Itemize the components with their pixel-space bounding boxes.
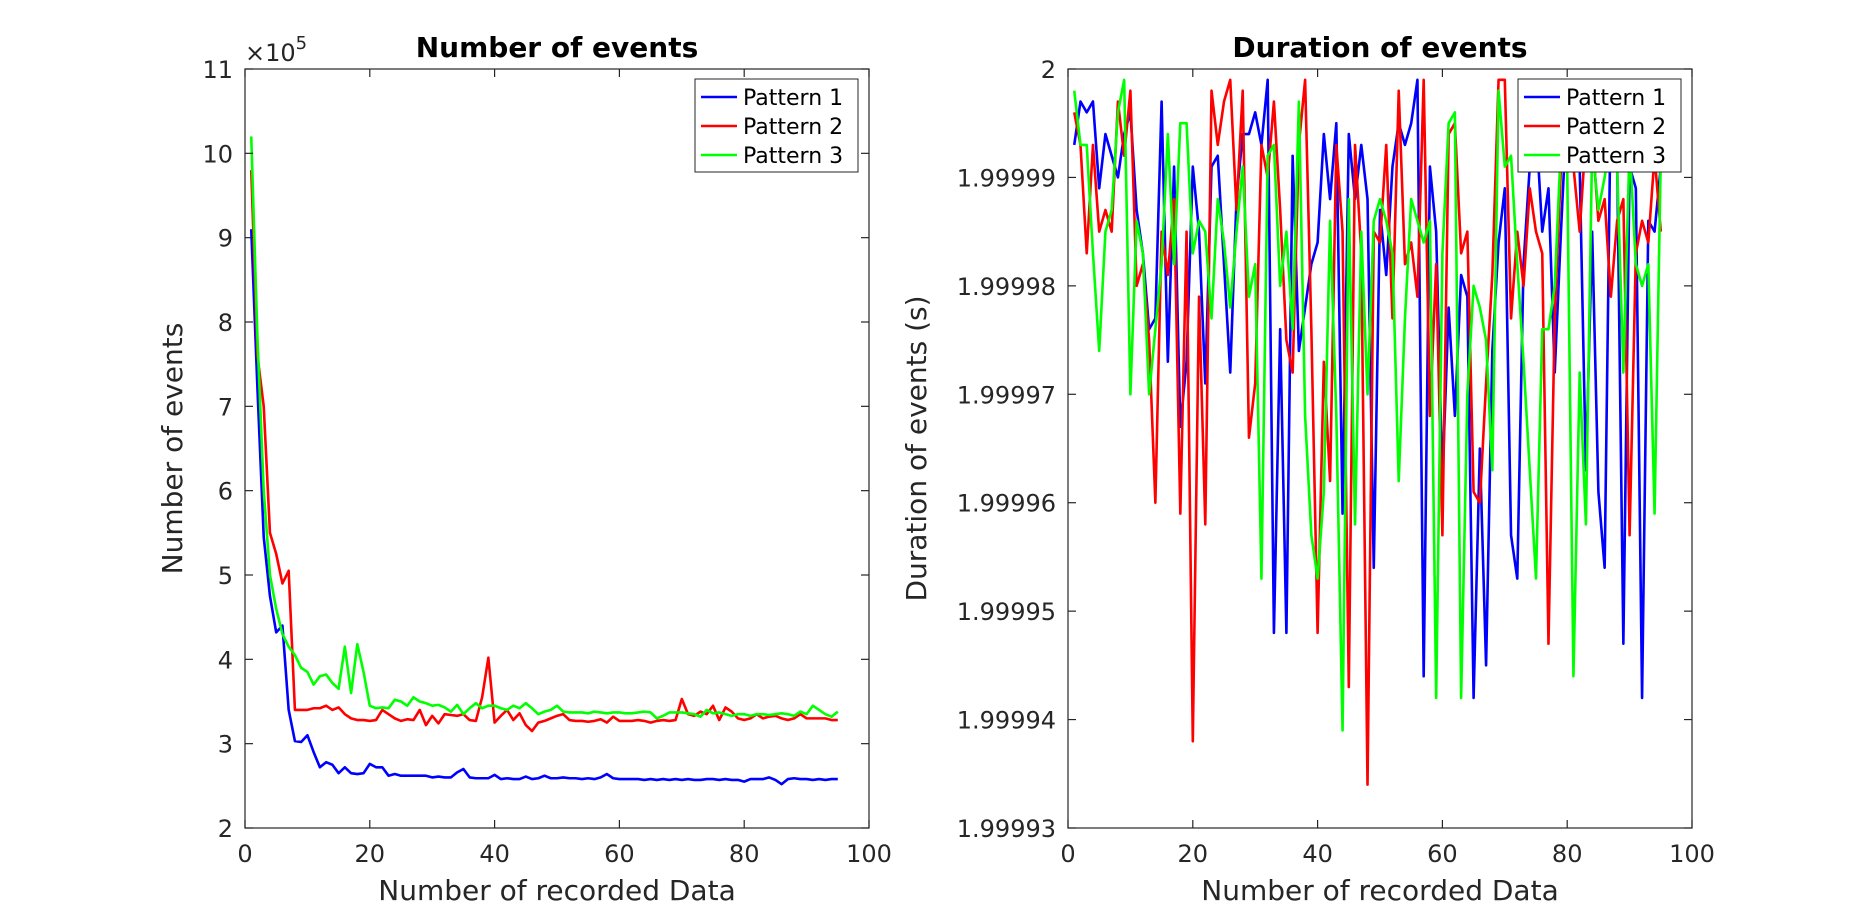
chart-1-ylabel: Duration of events (s) bbox=[900, 295, 933, 601]
chart-0-xtick-label-5: 100 bbox=[846, 840, 892, 868]
chart-0-series-line-1 bbox=[249, 229, 838, 786]
chart-1-ytick-label-1: 1.99994 bbox=[957, 707, 1056, 735]
chart-0-series-line-2 bbox=[249, 170, 838, 733]
chart-1-legend-label-3: Pattern 3 bbox=[1566, 144, 1666, 169]
chart-0-xtick-label-2: 40 bbox=[479, 840, 510, 868]
chart-1-ytick-label-5: 1.99998 bbox=[957, 273, 1056, 301]
chart-1-ytick-label-7: 2 bbox=[1041, 56, 1056, 84]
chart-0-y-multiplier: ×105 bbox=[245, 33, 307, 67]
chart-1-ytick-label-6: 1.99999 bbox=[957, 164, 1056, 192]
chart-0-ylabel: Number of events bbox=[156, 323, 189, 575]
chart-0-xtick-label-0: 0 bbox=[237, 840, 252, 868]
chart-1-ytick-label-2: 1.99995 bbox=[957, 598, 1056, 626]
chart-0-legend-label-3: Pattern 3 bbox=[743, 144, 843, 169]
chart-0-legend-label-2: Pattern 2 bbox=[743, 115, 843, 140]
chart-0-legend-label-1: Pattern 1 bbox=[743, 86, 843, 111]
chart-0-ytick-label-6: 8 bbox=[218, 309, 233, 337]
chart-1-xtick-label-3: 60 bbox=[1427, 840, 1458, 868]
chart-0-ytick-label-0: 2 bbox=[218, 815, 233, 843]
chart-0-xlabel: Number of recorded Data bbox=[378, 874, 735, 907]
chart-0-title: Number of events bbox=[416, 31, 699, 64]
chart-1-ytick-label-4: 1.99997 bbox=[957, 381, 1056, 409]
chart-1-legend-label-1: Pattern 1 bbox=[1566, 86, 1666, 111]
chart-1-ytick-label-0: 1.99993 bbox=[957, 815, 1056, 843]
chart-0-ytick-label-1: 3 bbox=[218, 731, 233, 759]
chart-0-legend: Pattern 1 Pattern 2 Pattern 3 bbox=[694, 78, 859, 173]
chart-1-xtick-label-4: 80 bbox=[1552, 840, 1583, 868]
chart-0-ytick-label-9: 11 bbox=[202, 56, 233, 84]
chart-1-xtick-label-0: 0 bbox=[1060, 840, 1075, 868]
chart-duration-of-events: 0 20 40 60 80 100 1.99993 1.99994 1.99995 1.99996… bbox=[900, 31, 1715, 907]
chart-0-plot-area bbox=[245, 69, 869, 828]
chart-0-series-line-3 bbox=[249, 136, 839, 720]
chart-number-of-events: 0 20 40 60 80 100 2 3 4 5 6 7 8 9 10 11 ×105 Number of ev… bbox=[156, 31, 892, 907]
chart-0-ytick-label-7: 9 bbox=[218, 225, 233, 253]
chart-1-xlabel: Number of recorded Data bbox=[1201, 874, 1558, 907]
chart-0-ytick-label-5: 7 bbox=[218, 393, 233, 421]
chart-0-xtick-label-1: 20 bbox=[355, 840, 386, 868]
chart-0-ytick-label-8: 10 bbox=[202, 140, 233, 168]
chart-1-xtick-label-2: 40 bbox=[1302, 840, 1333, 868]
chart-1-legend-label-2: Pattern 2 bbox=[1566, 115, 1666, 140]
chart-0-ytick-label-3: 5 bbox=[218, 562, 233, 590]
chart-0-xtick-label-4: 80 bbox=[729, 840, 760, 868]
chart-1-legend: Pattern 1 Pattern 2 Pattern 3 bbox=[1517, 78, 1682, 173]
chart-0-axes-box bbox=[244, 68, 870, 829]
chart-1-axes-box bbox=[1067, 68, 1693, 829]
chart-1-title: Duration of events bbox=[1232, 31, 1527, 64]
chart-0-xtick-label-3: 60 bbox=[604, 840, 635, 868]
chart-0-ytick-label-2: 4 bbox=[218, 646, 233, 674]
chart-1-ytick-label-3: 1.99996 bbox=[957, 490, 1056, 518]
chart-0-ytick-label-4: 6 bbox=[218, 478, 233, 506]
chart-1-xtick-label-1: 20 bbox=[1178, 840, 1209, 868]
chart-1-xtick-label-5: 100 bbox=[1669, 840, 1715, 868]
